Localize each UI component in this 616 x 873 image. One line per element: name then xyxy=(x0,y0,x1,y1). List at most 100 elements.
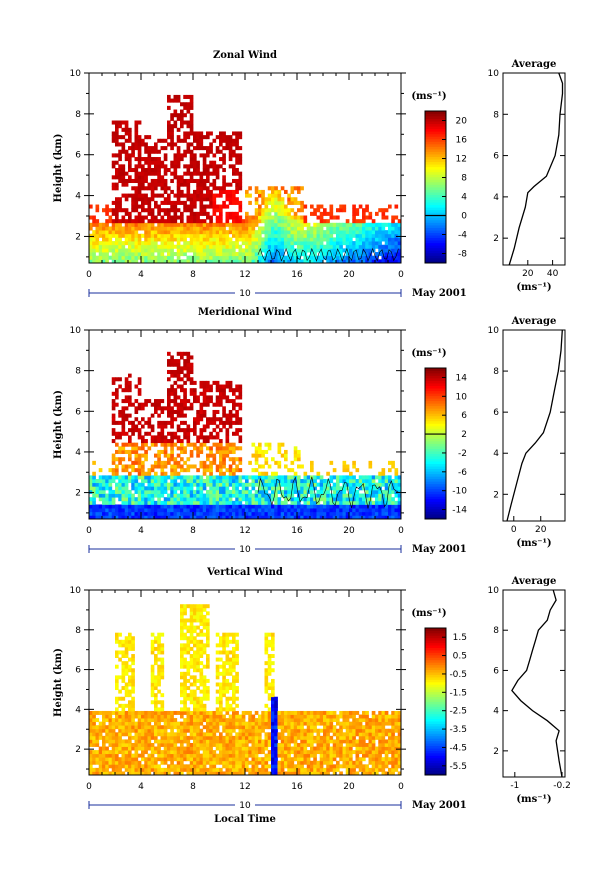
heatmap-cell xyxy=(183,105,187,110)
heatmap-cell xyxy=(365,215,369,220)
heatmap-cell xyxy=(157,728,161,733)
heatmap-cell xyxy=(131,446,135,451)
heatmap-cell xyxy=(193,380,197,385)
heatmap-cell xyxy=(108,215,113,220)
heatmap-cell xyxy=(180,102,184,107)
heatmap-cell xyxy=(215,464,220,469)
heatmap-cell xyxy=(228,380,233,385)
heatmap-cell xyxy=(102,746,106,751)
heatmap-cell xyxy=(98,764,103,769)
heatmap-cell xyxy=(180,233,184,238)
heatmap-cell xyxy=(209,500,213,505)
heatmap-cell xyxy=(319,252,324,257)
heatmap-cell xyxy=(150,728,155,733)
heatmap-cell xyxy=(92,511,96,516)
heatmap-cell xyxy=(228,211,233,216)
heatmap-cell xyxy=(378,248,382,253)
heatmap-cell xyxy=(326,244,330,249)
colorbar-segment xyxy=(425,219,446,223)
heatmap-cell xyxy=(274,248,278,253)
heatmap-cell xyxy=(118,764,122,769)
heatmap-cell xyxy=(336,497,340,502)
heatmap-cell xyxy=(277,259,282,264)
heatmap-cell xyxy=(183,193,187,198)
heatmap-cell xyxy=(189,124,194,129)
heatmap-cell xyxy=(157,714,161,719)
heatmap-cell xyxy=(118,153,122,158)
heatmap-cell xyxy=(206,515,210,520)
heatmap-cell xyxy=(219,186,223,191)
heatmap-cell xyxy=(147,739,152,744)
heatmap-cell xyxy=(150,211,155,216)
date-label: May 2001 xyxy=(412,288,467,299)
average-title: Average xyxy=(511,316,557,327)
heatmap-cell xyxy=(121,497,126,502)
heatmap-cell xyxy=(173,359,178,364)
heatmap-cell xyxy=(254,508,259,513)
heatmap-cell xyxy=(137,508,142,513)
heatmap-cell xyxy=(167,486,171,491)
heatmap-cell xyxy=(131,636,135,641)
heatmap-cell xyxy=(160,233,165,238)
colorbar-segment xyxy=(425,154,446,157)
heatmap-cell xyxy=(92,252,96,257)
heatmap-cell xyxy=(225,468,230,473)
heatmap-cell xyxy=(251,219,256,224)
heatmap-cell xyxy=(115,771,119,776)
heatmap-cell xyxy=(95,767,100,772)
heatmap-cell xyxy=(137,446,142,451)
heatmap-cell xyxy=(124,497,129,502)
heatmap-cell xyxy=(180,384,184,389)
heatmap-cell xyxy=(297,464,301,469)
heatmap-cell xyxy=(238,248,243,253)
heatmap-cell xyxy=(118,497,122,502)
heatmap-cell xyxy=(150,678,155,683)
heatmap-cell xyxy=(368,508,373,513)
heatmap-cell xyxy=(391,464,395,469)
heatmap-cell xyxy=(193,230,197,235)
heatmap-cell xyxy=(183,178,187,184)
heatmap-cell xyxy=(199,639,204,644)
heatmap-cell xyxy=(180,406,184,411)
heatmap-cell xyxy=(124,417,129,422)
heatmap-cell xyxy=(329,237,334,242)
heatmap-cell xyxy=(163,420,168,425)
heatmap-cell xyxy=(124,643,129,648)
heatmap-cell xyxy=(118,475,122,480)
heatmap-cell xyxy=(326,508,330,513)
heatmap-cell xyxy=(235,431,239,436)
heatmap-cell xyxy=(144,742,148,747)
heatmap-cell xyxy=(105,222,109,227)
heatmap-cell xyxy=(293,219,298,224)
heatmap-cell xyxy=(173,742,178,747)
heatmap-cell xyxy=(137,489,142,494)
heatmap-cell xyxy=(95,757,100,762)
heatmap-cell xyxy=(352,255,356,260)
heatmap-cell xyxy=(183,259,187,264)
heatmap-cell xyxy=(326,500,330,505)
heatmap-cell xyxy=(384,215,389,220)
heatmap-cell xyxy=(397,515,402,520)
heatmap-cell xyxy=(196,639,200,644)
heatmap-cell xyxy=(163,482,168,487)
heatmap-cell xyxy=(124,664,129,669)
heatmap-cell xyxy=(183,402,187,407)
heatmap-cell xyxy=(141,508,145,513)
heatmap-cell xyxy=(176,241,181,246)
heatmap-cell xyxy=(131,515,135,520)
heatmap-cell xyxy=(209,497,213,502)
heatmap-cell xyxy=(280,230,285,235)
heatmap-cell xyxy=(225,193,230,198)
colorbar-tick-label: -2 xyxy=(458,449,467,459)
heatmap-cell xyxy=(290,244,295,249)
heatmap-cell xyxy=(111,439,116,444)
heatmap-cell xyxy=(202,682,207,687)
heatmap-cell xyxy=(118,241,122,246)
heatmap-cell xyxy=(189,508,194,513)
heatmap-cell xyxy=(215,402,220,407)
heatmap-cell xyxy=(264,482,269,487)
heatmap-cell xyxy=(170,504,174,509)
heatmap-cell xyxy=(267,504,272,509)
heatmap-cell xyxy=(254,186,259,191)
heatmap-cell xyxy=(196,449,200,454)
